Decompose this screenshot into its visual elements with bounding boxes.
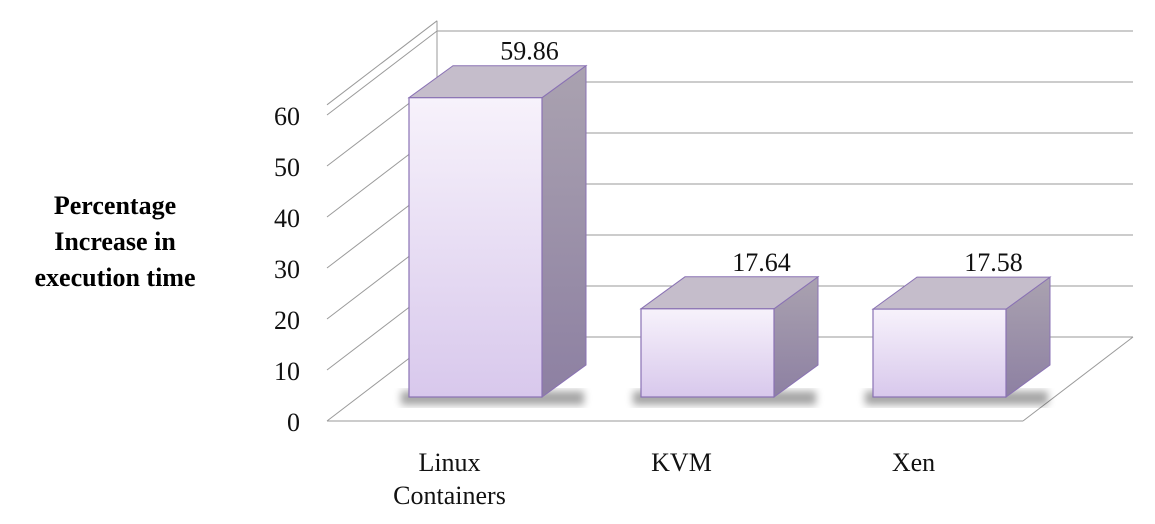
data-label-3: 17.58 xyxy=(964,248,1023,277)
y-axis-title-line-3: execution time xyxy=(34,263,196,292)
y-tick-label-40: 40 xyxy=(274,204,300,233)
floor-right-edge xyxy=(1022,336,1134,422)
bar-front-face xyxy=(408,97,543,398)
category-label-1-line-1: Linux xyxy=(418,448,480,477)
gridline-side-60 xyxy=(326,30,438,116)
y-tick-label-50: 50 xyxy=(274,153,300,182)
y-axis: 0 10 20 30 40 50 60 xyxy=(274,102,300,437)
y-tick-label-20: 20 xyxy=(274,306,300,335)
bar-1 xyxy=(401,64,588,405)
bar-3 xyxy=(865,276,1052,405)
bar-front-face xyxy=(640,308,775,398)
bar-2 xyxy=(633,275,820,405)
y-tick-label-0: 0 xyxy=(287,408,300,437)
bar-front-face xyxy=(872,308,1007,398)
gridline-side-top xyxy=(326,20,438,106)
category-label-3-line-1: Xen xyxy=(892,448,935,477)
y-tick-label-60: 60 xyxy=(274,102,300,131)
y-tick-label-10: 10 xyxy=(274,357,300,386)
data-label-2: 17.64 xyxy=(732,248,791,277)
x-axis-categories: Linux Containers KVM Xen xyxy=(393,448,935,510)
bar-side-face xyxy=(541,64,587,398)
y-tick-label-30: 30 xyxy=(274,255,300,284)
y-axis-title: Percentage Increase in execution time xyxy=(10,188,220,296)
y-axis-title-line-1: Percentage xyxy=(53,191,177,220)
data-label-1: 59.86 xyxy=(500,37,559,66)
category-label-2-line-1: KVM xyxy=(651,448,712,477)
y-axis-title-line-2: Increase in xyxy=(54,227,176,256)
bars xyxy=(401,64,1052,405)
data-labels: 59.86 17.64 17.58 xyxy=(500,37,1023,277)
category-label-1-line-2: Containers xyxy=(393,481,506,510)
